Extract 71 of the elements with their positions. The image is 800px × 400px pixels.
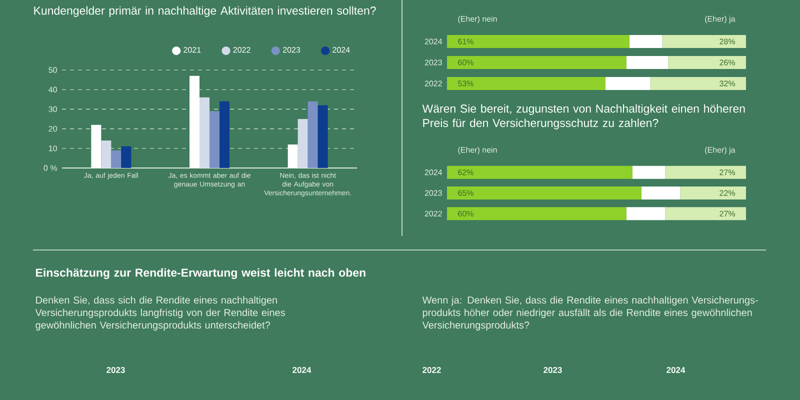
data-label: 27%: [720, 210, 736, 216]
bar: [668, 56, 746, 69]
text: 2024: [666, 366, 686, 374]
y-tick-label: 2024: [424, 170, 442, 176]
bar: [680, 186, 746, 200]
data-label: 61%: [458, 38, 474, 44]
bar: [288, 144, 298, 168]
text: 2023: [544, 366, 562, 374]
y-tick-label: 0 %: [44, 165, 58, 171]
data-label: 60%: [458, 210, 474, 216]
y-tick-label: 20: [48, 126, 57, 132]
series-label: (Eher) ja: [705, 16, 736, 24]
bar: [447, 56, 626, 69]
data-label: 62%: [458, 170, 474, 176]
y-tick-label: 2024: [424, 38, 442, 44]
bar: [665, 166, 746, 179]
y-tick-label: 2022: [424, 80, 442, 86]
bar: [210, 111, 220, 168]
bar: [629, 34, 662, 48]
bar: [447, 166, 632, 179]
data-label: 60%: [458, 60, 474, 66]
bar: [447, 34, 630, 48]
y-tick-label: 50: [48, 67, 57, 73]
y-tick-label: 2023: [424, 190, 442, 196]
bar: [632, 166, 666, 179]
bar: [650, 76, 746, 90]
bar: [111, 150, 122, 168]
series-label: (Eher) ja: [705, 146, 736, 154]
bar: [220, 101, 230, 168]
legend-label: 2024: [332, 47, 350, 53]
data-label: 22%: [720, 190, 736, 196]
data-label: 65%: [458, 190, 474, 196]
text: Einschätzung zur Rendite-Erwartung weist leicht nach oben: [36, 268, 366, 280]
data-label: 53%: [458, 80, 474, 86]
bar: [190, 76, 200, 168]
text: 2023: [106, 366, 125, 374]
chart-title: Kundengelder primär in nachhaltige Aktivitäten investieren sollten?: [34, 6, 376, 17]
bar: [641, 186, 680, 200]
bar: [298, 118, 308, 168]
bar: [121, 146, 132, 168]
bar: [308, 101, 318, 168]
data-label: 27%: [720, 170, 736, 176]
bar: [605, 76, 650, 90]
bar: [101, 140, 112, 168]
series-label: (Eher) nein: [458, 16, 497, 24]
data-label: 32%: [720, 80, 736, 86]
legend-label: 2023: [283, 47, 300, 53]
legend-label: 2021: [184, 47, 201, 53]
bar: [447, 76, 606, 90]
bar: [626, 207, 666, 220]
bar: [447, 186, 642, 200]
y-tick-label: 30: [48, 106, 57, 112]
data-label: 28%: [720, 38, 736, 44]
bar: [200, 97, 210, 168]
y-tick-label: 2022: [424, 210, 442, 216]
bar: [665, 207, 746, 220]
bar: [91, 124, 102, 168]
bar: [662, 34, 746, 48]
y-tick-label: 40: [48, 86, 57, 92]
text: 2024: [292, 366, 312, 374]
bar: [626, 56, 668, 69]
data-label: 26%: [720, 60, 736, 66]
legend-label: 2022: [233, 47, 250, 53]
y-tick-label: 10: [49, 146, 57, 152]
y-tick-label: 2023: [424, 60, 442, 66]
bar: [318, 105, 328, 168]
bar: [447, 207, 626, 220]
text: Wenn ja: Denken Sie, dass die Rendite eines nachhaltigen Versicherungs-produkts höher oder niedriger ausfällt als die Rendite eines gewöhnlichen Versicherungsprodukts?: [422, 296, 758, 331]
chart-title: Wären Sie bereit, zugunsten von Nachhaltigkeit einen höheren Preis für den Versicherungsschutz zu zahlen?: [422, 104, 745, 130]
series-label: (Eher) nein: [458, 146, 497, 154]
text: Denken Sie, dass sich die Rendite eines nachhaltigen Versicherungsprodukts langfristig von der Rendite eines gewöhnlichen Versicherungsprodukts unterscheidet?: [35, 296, 285, 331]
